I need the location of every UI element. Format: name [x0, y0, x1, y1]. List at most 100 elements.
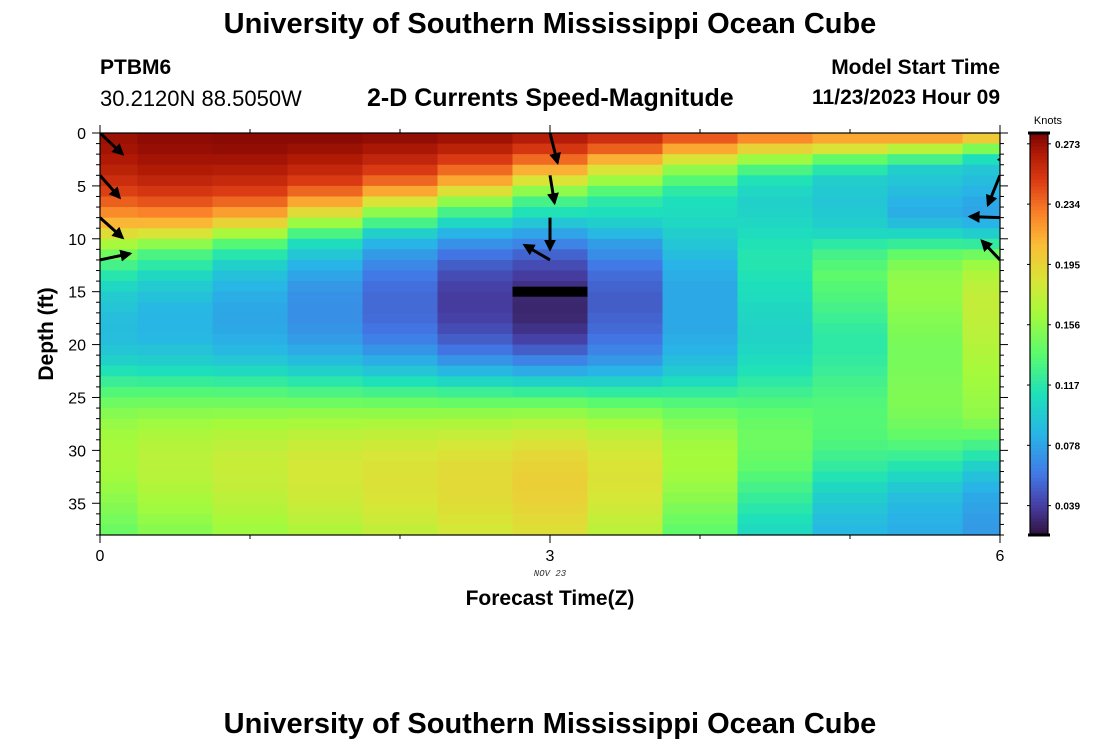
colorbar-segment [1030, 350, 1048, 355]
heatmap-cell [137, 397, 214, 409]
colorbar-segment [1030, 404, 1048, 409]
y-axis-title: Depth (ft) [35, 287, 58, 380]
heatmap-cell [587, 355, 664, 367]
annotation-bar [512, 286, 588, 297]
heatmap-cell [737, 228, 814, 240]
heatmap-cell [812, 376, 889, 388]
colorbar-segment [1030, 277, 1048, 282]
colorbar-segment [1030, 437, 1048, 442]
heatmap-cell [812, 270, 889, 282]
heatmap-cell [100, 323, 139, 335]
model-start-label: Model Start Time [831, 56, 1000, 79]
heatmap-cell [212, 175, 289, 187]
heatmap-cell [662, 312, 739, 325]
heatmap-cell [100, 259, 139, 272]
heatmap-cell [137, 334, 214, 346]
heatmap-cell [362, 291, 439, 303]
heatmap-cell [287, 185, 364, 198]
heatmap-cell [100, 312, 139, 325]
colorbar-tick-label: 0.195 [1055, 260, 1080, 271]
colorbar-segment [1030, 196, 1048, 201]
x-axis: 0 3 6 [96, 125, 1005, 565]
colorbar-segment [1030, 334, 1048, 339]
heatmap-cell [737, 450, 814, 462]
heatmap-cell [212, 524, 289, 535]
heatmap-cell [812, 482, 889, 494]
heatmap-cell [137, 175, 214, 187]
heatmap-cell [587, 471, 664, 483]
heatmap-cell [812, 133, 889, 145]
colorbar-segment [1030, 287, 1048, 292]
heatmap-cell [662, 376, 739, 388]
heatmap-cell [212, 397, 289, 409]
heatmap-cell [587, 259, 664, 272]
heatmap-cell [137, 185, 214, 198]
heatmap-cell [812, 196, 889, 208]
heatmap-cell [737, 482, 814, 494]
colorbar-segment [1030, 528, 1048, 533]
heatmap-cell [512, 471, 589, 483]
heatmap-cell [962, 471, 1000, 483]
colorbar-segment [1030, 447, 1048, 453]
heatmap-cell [887, 217, 964, 229]
heatmap-cell [100, 397, 139, 409]
heatmap-cell [362, 164, 439, 176]
colorbar-segment [1030, 414, 1048, 419]
heatmap-cell [137, 143, 214, 155]
heatmap-cell [962, 185, 1000, 198]
heatmap-cell [887, 386, 964, 399]
heatmap-cell [512, 302, 589, 314]
heatmap-cell [662, 133, 739, 145]
heatmap-cell [737, 397, 814, 409]
heatmap-cell [362, 397, 439, 409]
colorbar-segment [1030, 454, 1048, 459]
colorbar-segment [1030, 344, 1048, 349]
colorbar-segment [1030, 387, 1048, 392]
heatmap-cell [137, 133, 214, 145]
colorbar-segment [1030, 223, 1048, 228]
heatmap-cell [212, 503, 289, 515]
current-vector-arrow [986, 174, 1000, 208]
heatmap-cell [437, 386, 514, 399]
colorbar-segment [1030, 501, 1048, 506]
heatmap-cell [812, 386, 889, 399]
heatmap-cell [287, 228, 364, 240]
colorbar-segment [1030, 307, 1048, 312]
heatmap-cell [362, 365, 439, 377]
heatmap-cell [812, 365, 889, 377]
heatmap-cell [287, 323, 364, 335]
heatmap-cell [137, 312, 214, 325]
heatmap-cell [512, 492, 589, 504]
heatmap-cell [437, 482, 514, 494]
colorbar-segment [1030, 246, 1048, 252]
heatmap-cell [737, 471, 814, 483]
heatmap-cell [137, 228, 214, 240]
heatmap-cell [212, 207, 289, 219]
heatmap-cell [362, 249, 439, 261]
heatmap-cell [812, 334, 889, 346]
heatmap-cell [587, 429, 664, 441]
heatmap-cell [100, 503, 139, 515]
colorbar-segment [1030, 230, 1048, 235]
heatmap-cell [437, 492, 514, 504]
colorbar-segment [1030, 441, 1048, 446]
heatmap-cell [287, 270, 364, 282]
heatmap-cell [287, 439, 364, 451]
heatmap-cell [962, 408, 1000, 420]
heatmap-cell [137, 154, 214, 166]
heatmap-cell [362, 503, 439, 515]
heatmap-cell [137, 259, 214, 272]
heatmap-cell [962, 439, 1000, 451]
colorbar-segment [1030, 347, 1048, 352]
heatmap-cell [437, 344, 514, 356]
heatmap-cell [287, 312, 364, 325]
heatmap-cell [812, 492, 889, 504]
heatmap-cell [587, 249, 664, 261]
heatmap-cell [962, 259, 1000, 272]
colorbar-segment [1030, 200, 1048, 205]
heatmap-cell [887, 471, 964, 483]
heatmap-cell [887, 249, 964, 261]
y-tick-label: 0 [77, 126, 86, 143]
heatmap-cell [362, 439, 439, 451]
heatmap-cell [512, 154, 589, 166]
